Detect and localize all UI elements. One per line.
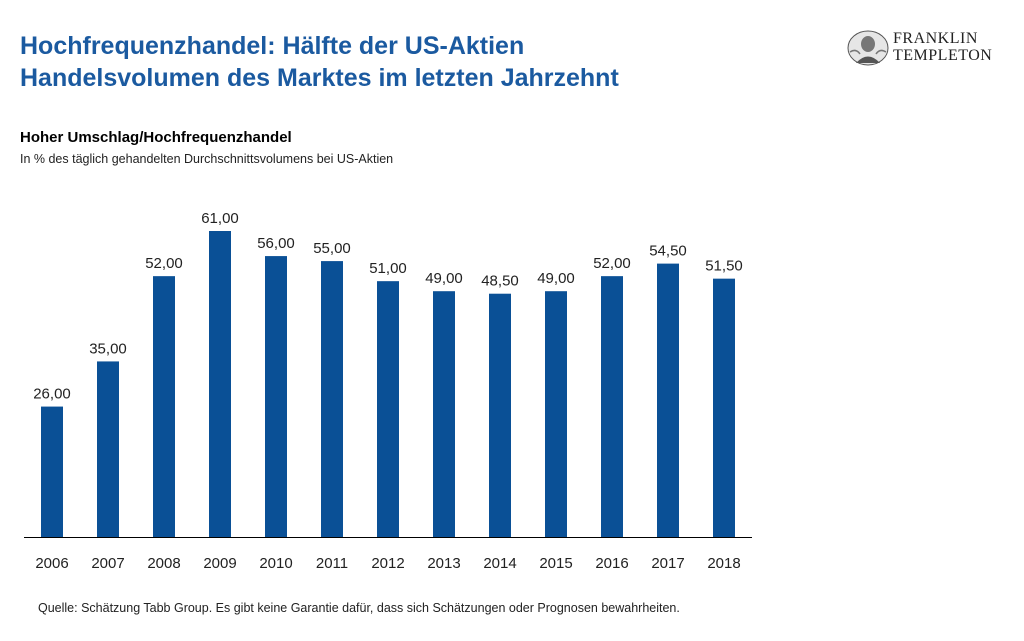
title-line-1: Hochfrequenzhandel: Hälfte der US-Aktien <box>20 32 525 60</box>
bar-2010 <box>265 256 287 537</box>
title-line-2: Handelsvolumen des Marktes im letzten Ja… <box>20 64 619 92</box>
x-tick-2017: 2017 <box>651 555 684 572</box>
source-note: Quelle: Schätzung Tabb Group. Es gibt ke… <box>38 601 680 615</box>
page-title: Hochfrequenzhandel: Hälfte der US-Aktien… <box>20 30 619 94</box>
bar-2018 <box>713 278 735 537</box>
x-tick-2013: 2013 <box>427 555 460 572</box>
x-tick-2006: 2006 <box>35 555 68 572</box>
logo-line-1: FRANKLIN <box>893 30 978 47</box>
value-label-2008: 52,00 <box>145 255 183 272</box>
chart-subtitle: In % des täglich gehandelten Durchschnit… <box>20 152 394 166</box>
value-label-2017: 54,50 <box>649 243 687 260</box>
bar-2007 <box>97 361 119 537</box>
value-label-2018: 51,50 <box>705 258 743 275</box>
value-label-2009: 61,00 <box>201 210 239 227</box>
x-tick-2015: 2015 <box>539 555 572 572</box>
bar-2012 <box>377 281 399 537</box>
bar-2015 <box>545 291 567 537</box>
value-label-2012: 51,00 <box>369 260 407 277</box>
x-tick-2010: 2010 <box>259 555 292 572</box>
x-tick-2008: 2008 <box>147 555 180 572</box>
value-label-2011: 55,00 <box>313 240 351 257</box>
bar-2009 <box>209 231 231 537</box>
x-tick-2007: 2007 <box>91 555 124 572</box>
bar-2006 <box>41 406 63 537</box>
x-tick-2011: 2011 <box>316 555 348 572</box>
bar-2014 <box>489 293 511 537</box>
bar-2011 <box>321 261 343 537</box>
value-label-2013: 49,00 <box>425 270 463 287</box>
chart-title: Hoher Umschlag/Hochfrequenzhandel <box>20 129 292 146</box>
logo-line-2: TEMPLETON <box>893 47 993 64</box>
x-tick-2009: 2009 <box>203 555 236 572</box>
x-tick-2016: 2016 <box>595 555 628 572</box>
bar-2017 <box>657 263 679 537</box>
value-label-2014: 48,50 <box>481 273 519 290</box>
bar-2016 <box>601 276 623 537</box>
value-label-2015: 49,00 <box>537 270 575 287</box>
value-label-2016: 52,00 <box>593 255 631 272</box>
value-label-2007: 35,00 <box>89 340 127 357</box>
franklin-portrait-icon <box>847 30 889 66</box>
value-label-2006: 26,00 <box>33 386 71 403</box>
logo-wordmark: FRANKLIN TEMPLETON <box>893 30 992 64</box>
value-label-2010: 56,00 <box>257 235 295 252</box>
franklin-templeton-logo: FRANKLIN TEMPLETON <box>846 28 1016 68</box>
x-tick-2014: 2014 <box>483 555 516 572</box>
bar-2008 <box>153 276 175 537</box>
x-tick-2012: 2012 <box>371 555 404 572</box>
x-tick-2018: 2018 <box>707 555 740 572</box>
bar-2013 <box>433 291 455 537</box>
